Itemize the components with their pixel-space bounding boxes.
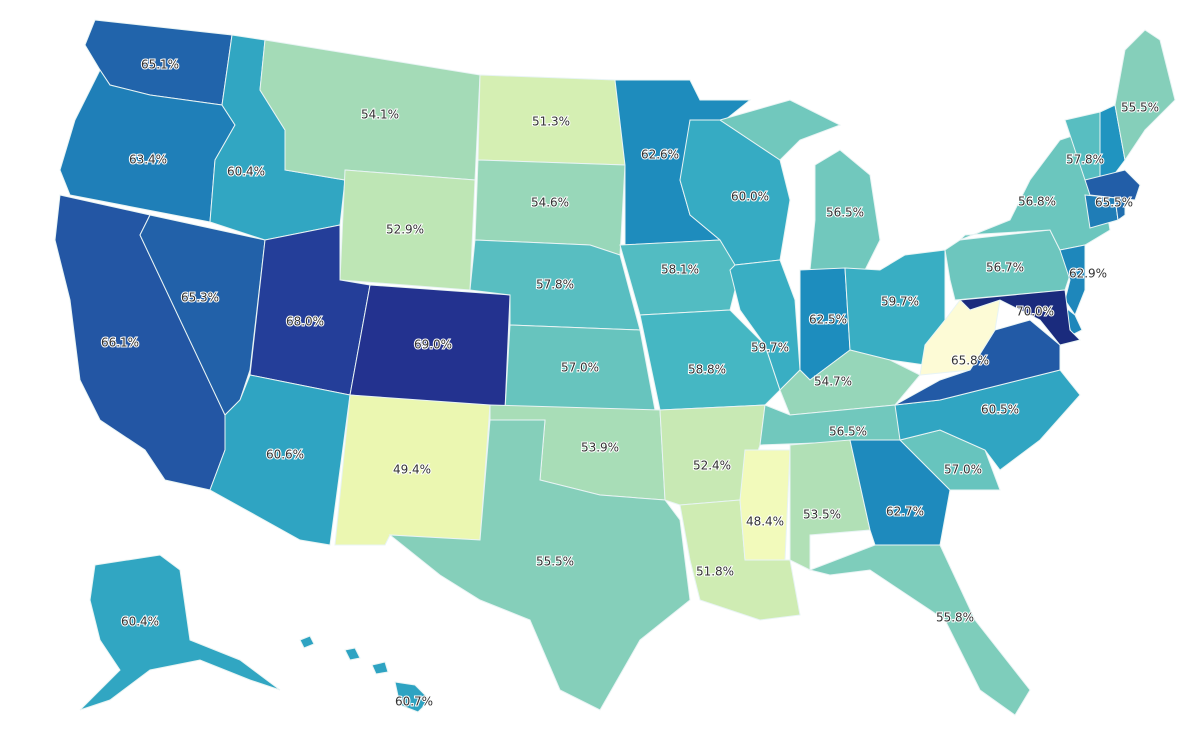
state-ma[interactable] bbox=[1084, 169, 1141, 201]
state-ri[interactable] bbox=[1114, 197, 1126, 221]
state-shape[interactable] bbox=[718, 99, 842, 161]
state-shape[interactable] bbox=[619, 239, 741, 316]
state-shape[interactable] bbox=[894, 319, 1061, 406]
state-shape[interactable] bbox=[388, 419, 691, 711]
state-value-label: 58.8% bbox=[688, 363, 726, 377]
state-value-label: 51.8% bbox=[696, 565, 734, 579]
state-value-label: 54.7% bbox=[814, 375, 852, 389]
state-value-label: 57.0% bbox=[944, 463, 982, 477]
state-value-label: 65.3% bbox=[181, 291, 219, 305]
state-value-label: 56.5% bbox=[826, 206, 864, 220]
state-value-label: 49.4% bbox=[393, 463, 431, 477]
state-value-label: 55.5% bbox=[536, 555, 574, 569]
state-value-label: 57.8% bbox=[1066, 153, 1104, 167]
state-value-label: 52.4% bbox=[693, 459, 731, 473]
state-shape[interactable] bbox=[1084, 169, 1141, 201]
state-hi[interactable] bbox=[299, 635, 431, 713]
state-value-label: 55.5% bbox=[1121, 101, 1159, 115]
state-ms[interactable] bbox=[739, 449, 791, 561]
state-value-label: 51.3% bbox=[532, 115, 570, 129]
state-shape[interactable] bbox=[739, 449, 791, 561]
state-value-label: 60.7% bbox=[395, 695, 433, 709]
state-value-label: 60.5% bbox=[981, 403, 1019, 417]
state-shape[interactable] bbox=[1114, 29, 1176, 162]
state-shape[interactable] bbox=[1099, 104, 1126, 181]
state-value-label: 60.6% bbox=[266, 448, 304, 462]
state-value-label: 55.8% bbox=[936, 611, 974, 625]
state-value-label: 62.7% bbox=[886, 505, 924, 519]
state-tx[interactable] bbox=[388, 419, 691, 711]
state-ak[interactable] bbox=[79, 554, 281, 711]
state-shape[interactable] bbox=[209, 374, 351, 546]
state-ia[interactable] bbox=[619, 239, 741, 316]
state-me[interactable] bbox=[1114, 29, 1176, 162]
state-value-label: 60.0% bbox=[731, 190, 769, 204]
state-value-label: 48.4% bbox=[746, 515, 784, 529]
state-value-label: 65.5% bbox=[1095, 196, 1133, 210]
state-value-label: 56.5% bbox=[829, 425, 867, 439]
state-nh[interactable] bbox=[1099, 104, 1126, 181]
state-value-label: 54.1% bbox=[361, 108, 399, 122]
state-value-label: 65.1% bbox=[141, 58, 179, 72]
state-value-label: 60.4% bbox=[227, 165, 265, 179]
state-value-label: 57.0% bbox=[561, 361, 599, 375]
state-value-label: 60.4% bbox=[121, 615, 159, 629]
state-shape[interactable] bbox=[371, 661, 389, 675]
state-az[interactable] bbox=[209, 374, 351, 546]
state-value-label: 65.8% bbox=[951, 354, 989, 368]
state-value-label: 52.9% bbox=[386, 223, 424, 237]
state-value-label: 58.1% bbox=[661, 263, 699, 277]
state-mi[interactable] bbox=[718, 99, 881, 271]
state-value-label: 69.0% bbox=[414, 338, 452, 352]
state-value-label: 54.6% bbox=[531, 196, 569, 210]
state-va[interactable] bbox=[894, 319, 1061, 406]
state-shape[interactable] bbox=[394, 681, 431, 713]
state-shape[interactable] bbox=[344, 647, 361, 661]
state-value-label: 53.9% bbox=[581, 441, 619, 455]
state-value-label: 59.7% bbox=[751, 341, 789, 355]
state-shape[interactable] bbox=[808, 544, 1031, 716]
state-shape[interactable] bbox=[809, 149, 881, 271]
state-shape[interactable] bbox=[1114, 197, 1126, 221]
state-value-label: 53.5% bbox=[803, 508, 841, 522]
state-md[interactable] bbox=[958, 289, 1081, 346]
state-value-label: 59.7% bbox=[881, 295, 919, 309]
state-shape[interactable] bbox=[958, 289, 1081, 346]
state-value-label: 70.0% bbox=[1016, 305, 1054, 319]
state-value-label: 56.7% bbox=[986, 261, 1024, 275]
state-value-label: 63.4% bbox=[129, 153, 167, 167]
state-value-label: 62.5% bbox=[809, 313, 847, 327]
state-value-label: 68.0% bbox=[286, 315, 324, 329]
state-value-label: 56.8% bbox=[1018, 195, 1056, 209]
state-shape[interactable] bbox=[299, 635, 315, 649]
state-shape[interactable] bbox=[79, 554, 281, 711]
state-value-label: 62.6% bbox=[641, 148, 679, 162]
state-fl[interactable] bbox=[808, 544, 1031, 716]
state-value-label: 66.1% bbox=[101, 336, 139, 350]
state-value-label: 57.8% bbox=[536, 278, 574, 292]
state-value-label: 62.9% bbox=[1069, 267, 1107, 281]
